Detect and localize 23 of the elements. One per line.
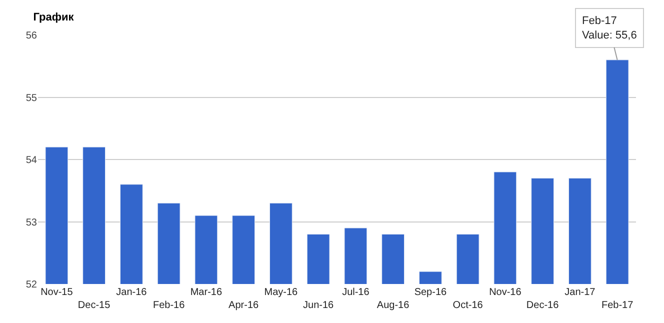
x-tick-label: Mar-16 xyxy=(190,287,222,298)
y-tick-label: 56 xyxy=(26,30,38,42)
chart-title: График xyxy=(33,12,74,24)
x-tick-label: Jan-17 xyxy=(564,287,596,298)
x-tick-label: Jul-16 xyxy=(342,287,370,298)
x-tick-label: Sep-16 xyxy=(414,287,447,298)
x-tick-label: Jan-16 xyxy=(116,287,148,298)
annotation: Feb-17 Value: 55,6 xyxy=(582,15,637,42)
y-tick-label: 52 xyxy=(26,280,38,290)
x-tick-label: Dec-15 xyxy=(78,300,111,311)
x-tick-label: Jun-16 xyxy=(303,300,334,311)
x-tick-label: Nov-15 xyxy=(40,287,74,298)
x-tick-label: Apr-16 xyxy=(228,300,260,311)
y-tick-label: 53 xyxy=(26,217,38,228)
x-tick-label: Feb-17 xyxy=(601,300,634,311)
y-tick-label: 55 xyxy=(26,92,38,104)
x-tick-label: Aug-16 xyxy=(376,300,410,311)
x-tick-label: Nov-16 xyxy=(489,287,522,298)
x-tick-label: Oct-16 xyxy=(452,300,484,311)
y-tick-label: 54 xyxy=(26,155,38,166)
x-tick-label: May-16 xyxy=(264,287,298,298)
x-tick-label: Feb-16 xyxy=(152,300,186,311)
x-tick-label: Dec-16 xyxy=(526,300,560,311)
